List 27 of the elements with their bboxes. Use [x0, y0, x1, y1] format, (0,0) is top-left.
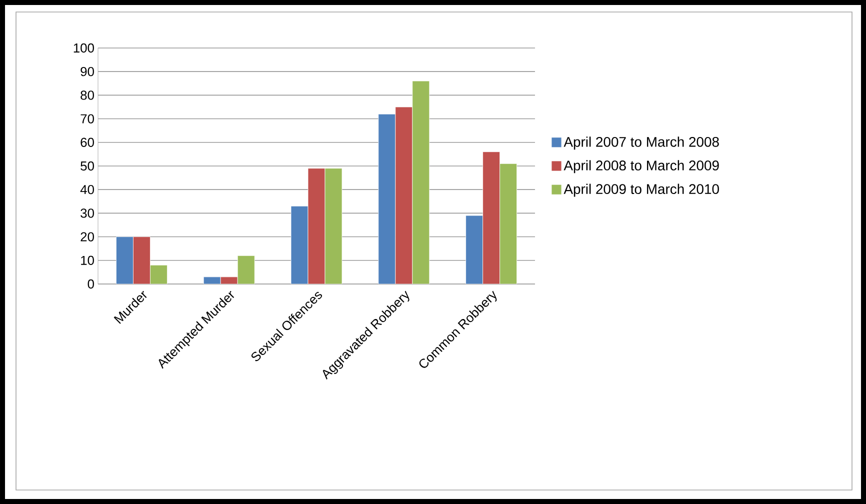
y-tick-label: 30 — [80, 208, 94, 218]
bar — [116, 236, 134, 284]
bar — [308, 168, 326, 284]
bar — [482, 152, 500, 284]
bar — [290, 206, 308, 284]
bar — [500, 163, 518, 284]
y-tick-label: 10 — [81, 256, 94, 265]
bar — [378, 114, 396, 284]
y-tick-label: 90 — [80, 66, 94, 76]
y-tick-label: 70 — [80, 114, 94, 124]
y-tick-label: 100 — [74, 43, 94, 53]
y-tick-label: 50 — [80, 161, 94, 171]
bar — [133, 236, 150, 284]
bar — [395, 106, 413, 284]
legend-label: April 2007 to March 2008 — [564, 136, 719, 150]
bar — [324, 168, 342, 284]
legend-label: April 2008 to March 2009 — [564, 160, 719, 174]
legend-label: April 2009 to March 2010 — [564, 184, 719, 197]
bar — [412, 80, 430, 284]
bar — [150, 264, 168, 284]
y-tick-label: 40 — [80, 184, 94, 194]
y-tick-label: 0 — [88, 279, 94, 289]
bar — [466, 215, 484, 284]
bar — [237, 255, 255, 284]
y-tick-label: 20 — [80, 232, 94, 242]
y-tick-label: 60 — [80, 138, 94, 147]
y-tick-label: 80 — [80, 90, 94, 100]
